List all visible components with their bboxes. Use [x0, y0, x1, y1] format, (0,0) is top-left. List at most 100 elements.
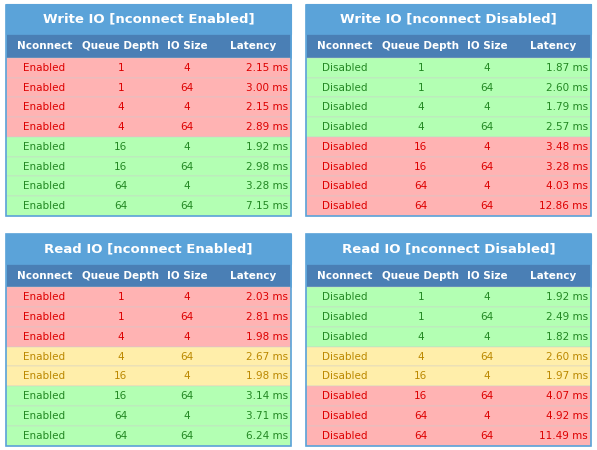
- Text: Enabled: Enabled: [23, 181, 66, 191]
- Text: Disabled: Disabled: [322, 142, 367, 152]
- Text: IO Size: IO Size: [467, 270, 507, 280]
- Text: 64: 64: [180, 431, 193, 441]
- Bar: [306, 137, 591, 157]
- Text: 6.24 ms: 6.24 ms: [246, 431, 288, 441]
- Text: 1: 1: [118, 312, 124, 322]
- Text: 1: 1: [118, 292, 124, 302]
- Text: 64: 64: [481, 122, 494, 132]
- Text: Disabled: Disabled: [322, 411, 367, 421]
- Bar: [306, 176, 591, 196]
- Text: 2.15 ms: 2.15 ms: [246, 102, 288, 112]
- Text: 1: 1: [417, 63, 424, 73]
- Text: 1: 1: [417, 82, 424, 93]
- Text: 4: 4: [184, 63, 190, 73]
- Text: 1.97 ms: 1.97 ms: [546, 371, 588, 381]
- Text: 3.28 ms: 3.28 ms: [546, 162, 588, 171]
- Text: 64: 64: [180, 82, 193, 93]
- Text: 64: 64: [481, 201, 494, 211]
- Text: 1.87 ms: 1.87 ms: [546, 63, 588, 73]
- Text: Disabled: Disabled: [322, 351, 367, 361]
- Text: 4: 4: [417, 351, 424, 361]
- Text: Nconnect: Nconnect: [17, 41, 72, 51]
- Text: IO Size: IO Size: [167, 270, 207, 280]
- Text: 64: 64: [114, 181, 127, 191]
- Text: Enabled: Enabled: [23, 312, 66, 322]
- Text: 1.82 ms: 1.82 ms: [546, 332, 588, 342]
- Bar: [306, 97, 591, 117]
- Bar: [306, 58, 591, 78]
- Text: 16: 16: [114, 391, 127, 401]
- Bar: [306, 157, 591, 176]
- Text: 16: 16: [114, 371, 127, 381]
- Text: 4: 4: [184, 102, 190, 112]
- Text: 3.71 ms: 3.71 ms: [246, 411, 288, 421]
- Text: 1.98 ms: 1.98 ms: [246, 332, 288, 342]
- Bar: [6, 234, 291, 264]
- Text: 16: 16: [114, 142, 127, 152]
- Text: Disabled: Disabled: [322, 82, 367, 93]
- Text: 64: 64: [414, 411, 427, 421]
- Text: 16: 16: [414, 142, 427, 152]
- Text: Disabled: Disabled: [322, 122, 367, 132]
- Text: Enabled: Enabled: [23, 391, 66, 401]
- Bar: [6, 386, 291, 406]
- Text: 64: 64: [114, 431, 127, 441]
- Text: Nconnect: Nconnect: [317, 41, 372, 51]
- Text: 1: 1: [118, 82, 124, 93]
- Text: 1.79 ms: 1.79 ms: [546, 102, 588, 112]
- Text: 64: 64: [481, 391, 494, 401]
- Text: 4: 4: [417, 102, 424, 112]
- Text: 64: 64: [180, 122, 193, 132]
- Text: Write IO [nconnect Disabled]: Write IO [nconnect Disabled]: [340, 13, 557, 26]
- Text: 4: 4: [118, 332, 124, 342]
- Bar: [306, 406, 591, 426]
- Text: Enabled: Enabled: [23, 82, 66, 93]
- Text: Queue Depth: Queue Depth: [382, 270, 459, 280]
- Text: Read IO [nconnect Enabled]: Read IO [nconnect Enabled]: [44, 242, 253, 255]
- Text: 64: 64: [180, 312, 193, 322]
- Text: 64: 64: [180, 391, 193, 401]
- Text: 64: 64: [180, 162, 193, 171]
- Text: Enabled: Enabled: [23, 371, 66, 381]
- Text: 4: 4: [184, 411, 190, 421]
- Text: 3.48 ms: 3.48 ms: [546, 142, 588, 152]
- Bar: [306, 34, 591, 58]
- Text: 16: 16: [414, 371, 427, 381]
- Bar: [6, 327, 291, 346]
- Text: 64: 64: [481, 82, 494, 93]
- Text: Disabled: Disabled: [322, 201, 367, 211]
- Bar: [6, 307, 291, 327]
- Text: 4.07 ms: 4.07 ms: [546, 391, 588, 401]
- Text: 4: 4: [484, 332, 490, 342]
- Text: Disabled: Disabled: [322, 391, 367, 401]
- Text: Disabled: Disabled: [322, 63, 367, 73]
- Text: 2.67 ms: 2.67 ms: [246, 351, 288, 361]
- Text: Queue Depth: Queue Depth: [82, 41, 159, 51]
- Text: Enabled: Enabled: [23, 63, 66, 73]
- Text: 1.98 ms: 1.98 ms: [246, 371, 288, 381]
- Text: 64: 64: [414, 431, 427, 441]
- Text: 4: 4: [417, 332, 424, 342]
- Text: Nconnect: Nconnect: [17, 270, 72, 280]
- Text: 4: 4: [184, 142, 190, 152]
- Text: 3.14 ms: 3.14 ms: [246, 391, 288, 401]
- Bar: [306, 327, 591, 346]
- Text: Enabled: Enabled: [23, 411, 66, 421]
- Text: Disabled: Disabled: [322, 431, 367, 441]
- Bar: [6, 157, 291, 176]
- Text: 3.00 ms: 3.00 ms: [247, 82, 288, 93]
- Text: IO Size: IO Size: [167, 41, 207, 51]
- Bar: [6, 366, 291, 386]
- Text: Disabled: Disabled: [322, 162, 367, 171]
- Text: 4: 4: [484, 181, 490, 191]
- Bar: [6, 426, 291, 446]
- Text: 4: 4: [184, 371, 190, 381]
- Text: 2.98 ms: 2.98 ms: [246, 162, 288, 171]
- Text: Disabled: Disabled: [322, 312, 367, 322]
- Text: 1: 1: [118, 63, 124, 73]
- Text: Disabled: Disabled: [322, 371, 367, 381]
- Bar: [6, 176, 291, 196]
- Text: 64: 64: [414, 181, 427, 191]
- Text: Disabled: Disabled: [322, 181, 367, 191]
- Text: Nconnect: Nconnect: [317, 270, 372, 280]
